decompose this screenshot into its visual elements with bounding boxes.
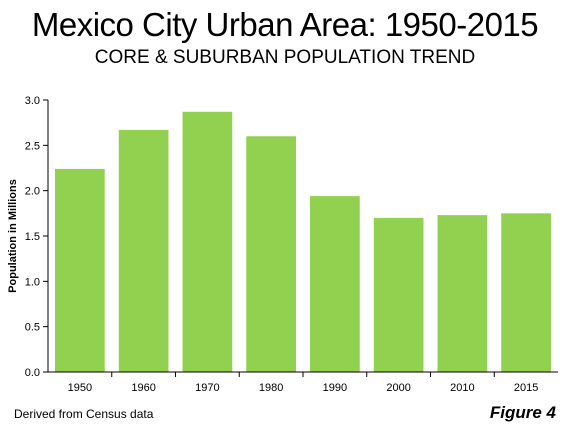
bar-1970	[182, 111, 233, 372]
x-tick-label: 1980	[259, 382, 283, 394]
bar-1960	[118, 129, 169, 372]
bar-1980	[246, 136, 296, 372]
x-tick-label: 2000	[386, 382, 410, 394]
y-tick-label: 3.0	[25, 95, 40, 107]
chart-title: Mexico City Urban Area: 1950-2015	[31, 6, 539, 43]
y-tick-label: 2.5	[25, 140, 40, 152]
source-note: Derived from Census data	[14, 407, 154, 421]
x-tick-label: 1970	[195, 382, 219, 394]
x-tick-label: 1960	[131, 382, 155, 394]
axes-layer	[43, 99, 558, 377]
y-tick-label: 0.0	[25, 367, 40, 379]
x-tick-label: 2015	[514, 382, 538, 394]
figure-label: Figure 4	[489, 403, 556, 422]
bars-layer	[55, 111, 551, 372]
chart-subtitle: CORE & SUBURBAN POPULATION TREND	[94, 47, 476, 68]
y-axis-title: Population in Millions	[7, 179, 19, 293]
bar-2010	[437, 215, 488, 372]
bar-2015	[501, 213, 551, 372]
y-tick-label: 1.0	[25, 276, 40, 288]
y-tick-label: 0.5	[25, 322, 40, 334]
x-tick-label: 1950	[68, 382, 92, 394]
bar-2000	[373, 217, 424, 372]
y-tick-label: 2.0	[25, 186, 40, 198]
x-tick-label: 1990	[323, 382, 347, 394]
labels-layer: 1950 1960 1970 1980 1990 2000 2010 2015 0.0 0.5 1.…	[25, 95, 539, 394]
x-tick-label: 2010	[450, 382, 474, 394]
y-tick-label: 1.5	[25, 231, 40, 243]
bar-1950	[55, 168, 105, 372]
bar-1990	[310, 196, 360, 372]
